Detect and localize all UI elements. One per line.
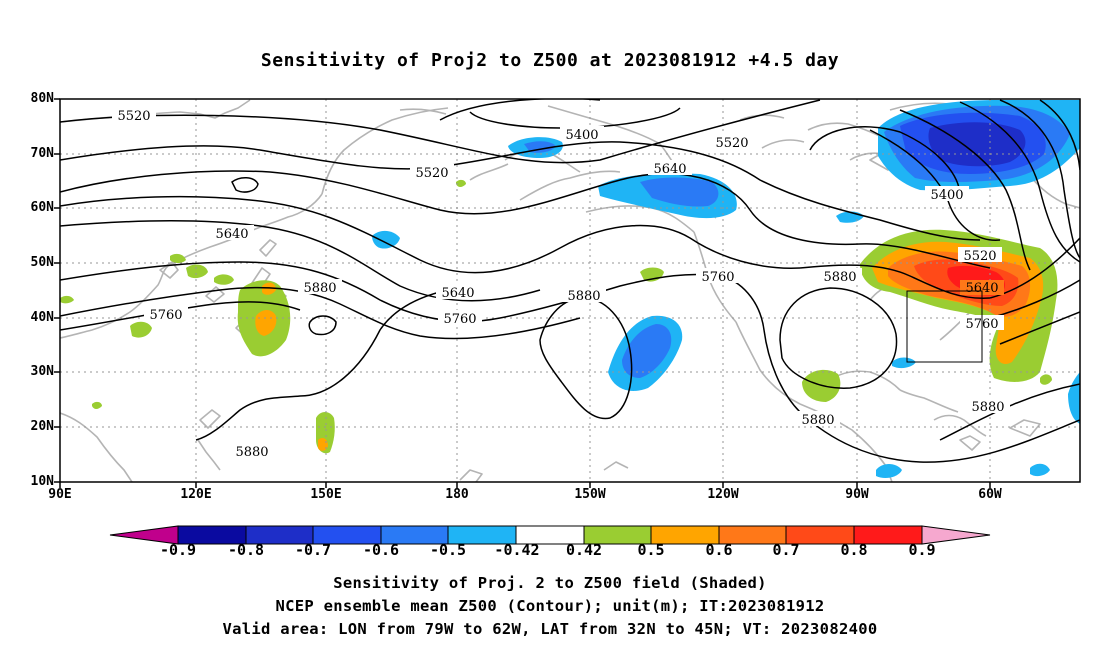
contour-label-text: 5880 (235, 445, 268, 460)
lon-tick-label: 150E (310, 487, 342, 502)
caption-line-3: Valid area: LON from 79W to 62W, LAT fro… (222, 620, 878, 638)
contour-label-text: 5760 (701, 270, 734, 285)
contour-label: 5520 (410, 164, 454, 181)
colorbar-label: 0.7 (772, 541, 800, 559)
lat-tick-label: 10N (30, 474, 54, 489)
lon-tick-label: 60W (978, 487, 1002, 502)
colorbar-label: 0.5 (637, 541, 665, 559)
colorbar-label: -0.42 (494, 541, 540, 559)
lon-tick-label: 180 (445, 487, 469, 502)
contour-label: 5880 (796, 411, 840, 428)
contour-label: 5520 (710, 134, 754, 151)
contour-label: 5880 (298, 279, 342, 296)
contour-label-text: 5760 (443, 312, 476, 327)
colorbar-label: -0.8 (227, 541, 265, 559)
colorbar-label: 0.8 (840, 541, 868, 559)
map-frame (59, 98, 1081, 483)
contour-label: 5520 (112, 107, 156, 124)
colorbar-label: 0.42 (565, 541, 603, 559)
lat-lon-grid (60, 99, 1080, 482)
caption-line-2: NCEP ensemble mean Z500 (Contour); unit(… (275, 597, 825, 615)
colorbar-label: -0.5 (429, 541, 467, 559)
contour-label: 5640 (648, 160, 692, 177)
lon-tick-label: 120E (180, 487, 212, 502)
contour-label-text: 5880 (971, 400, 1004, 415)
colorbar (109, 525, 991, 545)
contour-label-text: 5880 (823, 270, 856, 285)
lat-tick-label: 40N (30, 310, 54, 325)
valid-area-box (906, 290, 983, 363)
tick-marks (54, 98, 991, 488)
colorbar-label: -0.9 (159, 541, 197, 559)
contour-label: 5400 (925, 186, 969, 203)
lon-tick-label: 150W (574, 487, 606, 502)
colorbar-high-end (921, 525, 991, 545)
lat-tick-label: 80N (30, 91, 54, 106)
lon-tick-label: 90E (48, 487, 72, 502)
lat-tick-label: 50N (30, 255, 54, 270)
contour-label: 5400 (560, 126, 604, 143)
contour-label: 5640 (210, 225, 254, 242)
contour-labels: 5520 5400 5520 5520 5640 5640 5400 5640 … (112, 107, 1010, 460)
contour-label: 5880 (230, 443, 274, 460)
contour-label-text: 5520 (963, 249, 996, 264)
contour-label-text: 5520 (415, 166, 448, 181)
contour-label-text: 5880 (801, 413, 834, 428)
contour-label-text: 5400 (565, 128, 598, 143)
contour-label-text: 5400 (930, 188, 963, 203)
lat-tick-label: 60N (30, 200, 54, 215)
colorbar-label: 0.6 (705, 541, 733, 559)
contour-label: 5880 (966, 398, 1010, 415)
contour-label: 5760 (438, 310, 482, 327)
contour-label-text: 5640 (965, 281, 998, 296)
contour-label: 5880 (818, 268, 862, 285)
contour-label: 5520 (958, 247, 1002, 264)
contour-label-text: 5640 (441, 286, 474, 301)
colorbar-label: -0.7 (294, 541, 332, 559)
z500-contours (60, 99, 1080, 463)
contour-label-text: 5880 (303, 281, 336, 296)
contour-label-text: 5760 (149, 308, 182, 323)
lat-tick-label: 70N (30, 146, 54, 161)
lat-tick-label: 20N (30, 419, 54, 434)
contour-label: 5640 (436, 284, 480, 301)
contour-label-text: 5520 (715, 136, 748, 151)
contour-label-text: 5640 (653, 162, 686, 177)
contour-label-text: 5640 (215, 227, 248, 242)
lon-tick-label: 120W (707, 487, 739, 502)
colorbar-label: 0.9 (908, 541, 936, 559)
lat-tick-label: 30N (30, 364, 54, 379)
contour-label-text: 5520 (117, 109, 150, 124)
contour-label: 5760 (144, 306, 188, 323)
sensitivity-shading (60, 100, 1080, 478)
contour-label-text: 5880 (567, 289, 600, 304)
contour-label: 5880 (562, 287, 606, 304)
colorbar-label: -0.6 (362, 541, 400, 559)
lon-tick-label: 90W (845, 487, 869, 502)
caption-line-1: Sensitivity of Proj. 2 to Z500 field (Sh… (333, 574, 767, 592)
map-title: Sensitivity of Proj2 to Z500 at 20230819… (260, 50, 840, 71)
contour-label: 5760 (696, 268, 740, 285)
